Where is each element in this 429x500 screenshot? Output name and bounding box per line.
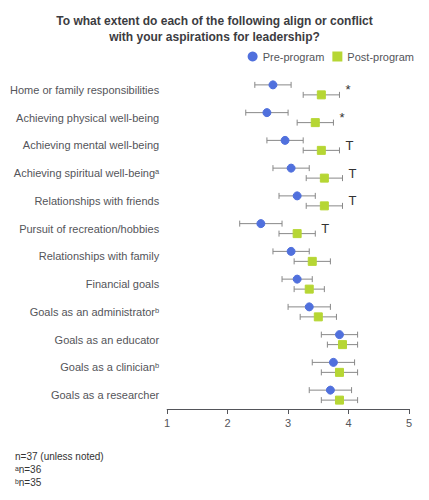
- svg-text:Achieving physical well-being: Achieving physical well-being: [16, 112, 159, 124]
- svg-text:3: 3: [285, 417, 291, 429]
- svg-text:T: T: [345, 138, 353, 153]
- svg-text:n=37 (unless noted): n=37 (unless noted): [15, 451, 104, 462]
- svg-text:Goals as a researcher: Goals as a researcher: [51, 389, 160, 401]
- svg-text:Relationships with friends: Relationships with friends: [34, 195, 159, 207]
- svg-text:Achieving spiritual well-being: Achieving spiritual well-beingᵃ: [14, 167, 160, 179]
- svg-text:1: 1: [164, 417, 170, 429]
- svg-text:Goals as an educator: Goals as an educator: [55, 334, 160, 346]
- svg-text:Pre-program: Pre-program: [263, 51, 325, 63]
- svg-text:2: 2: [225, 417, 231, 429]
- svg-text:ᵃn=36: ᵃn=36: [15, 464, 42, 475]
- svg-text:T: T: [348, 193, 356, 208]
- svg-text:*: *: [339, 110, 344, 125]
- svg-text:with your aspirations for lead: with your aspirations for leadership?: [108, 30, 320, 44]
- svg-text:ᵇn=35: ᵇn=35: [15, 477, 42, 488]
- svg-text:Achieving mental well-being: Achieving mental well-being: [23, 139, 159, 151]
- svg-text:Financial goals: Financial goals: [86, 278, 160, 290]
- svg-text:Pursuit of recreation/hobbies: Pursuit of recreation/hobbies: [19, 223, 160, 235]
- svg-text:Post-program: Post-program: [347, 51, 414, 63]
- svg-text:*: *: [345, 82, 350, 97]
- svg-text:4: 4: [345, 417, 351, 429]
- svg-text:Home or family responsibilitie: Home or family responsibilities: [10, 84, 160, 96]
- svg-text:T: T: [321, 221, 329, 236]
- svg-text:5: 5: [406, 417, 412, 429]
- svg-text:Goals as an administratorᵇ: Goals as an administratorᵇ: [30, 306, 160, 318]
- svg-text:Goals as a clinicianᵇ: Goals as a clinicianᵇ: [60, 361, 159, 373]
- svg-text:To what extent do each of the: To what extent do each of the following …: [56, 14, 372, 28]
- svg-text:T: T: [348, 166, 356, 181]
- svg-text:Relationships with family: Relationships with family: [39, 250, 160, 262]
